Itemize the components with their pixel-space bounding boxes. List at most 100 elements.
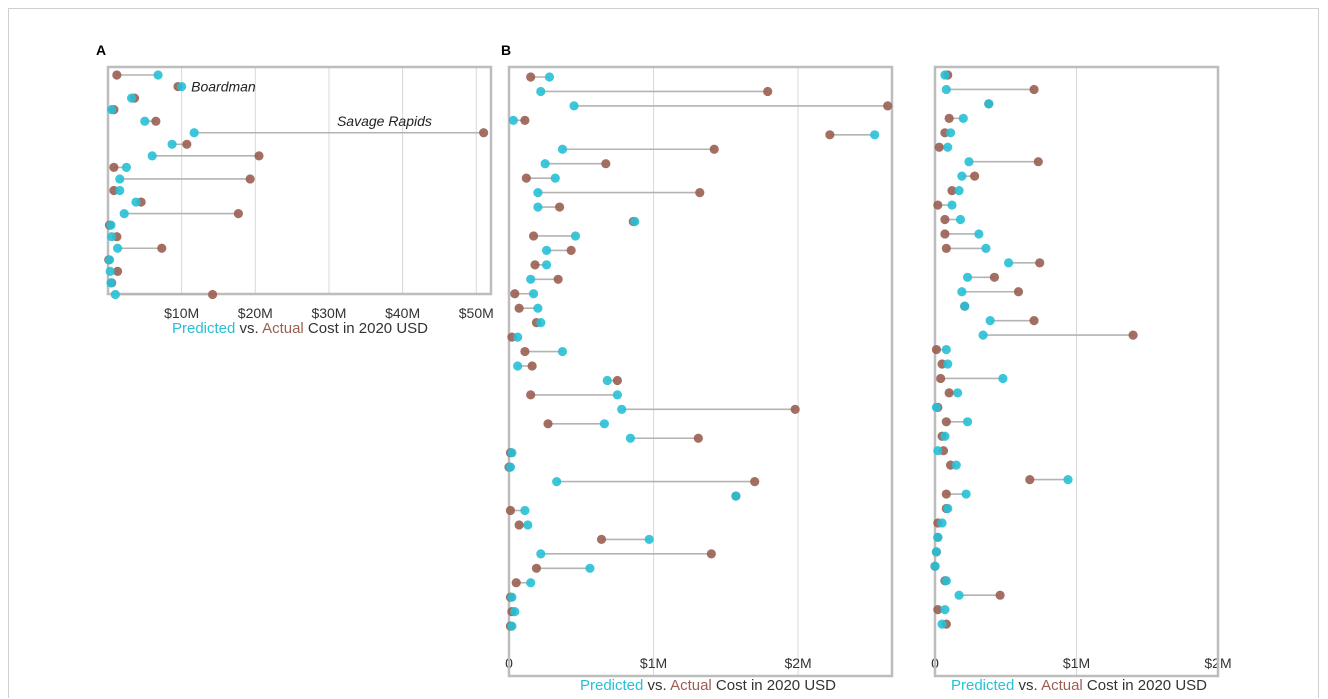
x-tick-label: $50M xyxy=(459,305,494,321)
annotation-label: Savage Rapids xyxy=(337,113,432,129)
actual-point xyxy=(151,116,161,126)
predicted-point xyxy=(984,99,994,109)
actual-point xyxy=(941,243,951,253)
predicted-point xyxy=(107,232,117,242)
actual-point xyxy=(790,404,800,414)
actual-point xyxy=(527,361,537,371)
predicted-point xyxy=(104,255,115,265)
actual-point xyxy=(112,266,123,276)
predicted-point xyxy=(931,547,942,557)
predicted-point xyxy=(105,266,115,276)
predicted-point xyxy=(507,592,517,602)
actual-point xyxy=(543,419,553,429)
actual-point xyxy=(530,260,540,270)
actual-point xyxy=(933,200,943,210)
predicted-point xyxy=(941,84,951,95)
actual-point xyxy=(553,274,563,284)
x-axis-caption: Predicted vs. Actual Cost in 2020 USD xyxy=(172,320,428,337)
actual-point xyxy=(936,373,946,384)
predicted-point xyxy=(533,303,543,313)
predicted-point xyxy=(126,93,137,103)
predicted-point xyxy=(508,115,518,125)
predicted-point xyxy=(978,330,988,340)
caption-rest: Cost in 2020 USD xyxy=(304,320,428,337)
actual-point xyxy=(505,505,516,516)
actual-point xyxy=(944,113,954,123)
caption-rest: Cost in 2020 USD xyxy=(712,677,836,694)
predicted-point xyxy=(131,197,141,207)
predicted-point xyxy=(1063,475,1073,485)
actual-point xyxy=(1029,84,1039,95)
panel-letter: A xyxy=(96,42,106,58)
actual-point xyxy=(245,174,255,184)
predicted-point xyxy=(998,373,1008,384)
figure-frame xyxy=(8,8,1319,698)
predicted-point xyxy=(943,359,953,369)
predicted-point xyxy=(544,72,555,82)
x-tick-label: $2M xyxy=(784,655,811,671)
predicted-point xyxy=(557,346,568,357)
predicted-point xyxy=(937,619,947,629)
predicted-point xyxy=(536,318,546,328)
predicted-point xyxy=(106,278,116,288)
actual-point xyxy=(514,520,524,530)
actual-point xyxy=(1025,475,1035,485)
caption-actual: Actual xyxy=(1041,677,1083,694)
actual-point xyxy=(695,188,705,198)
predicted-point xyxy=(940,70,950,80)
predicted-point xyxy=(106,220,116,230)
actual-point xyxy=(763,86,773,97)
predicted-point xyxy=(115,174,125,184)
actual-point xyxy=(1029,316,1039,326)
predicted-point xyxy=(119,209,129,219)
caption-actual: Actual xyxy=(670,677,712,694)
predicted-point xyxy=(933,446,943,456)
x-tick-label: $40M xyxy=(385,305,420,321)
x-axis-caption: Predicted vs. Actual Cost in 2020 USD xyxy=(951,677,1207,694)
x-axis-caption: Predicted vs. Actual Cost in 2020 USD xyxy=(580,677,836,694)
predicted-point xyxy=(505,462,516,472)
actual-point xyxy=(511,578,521,588)
predicted-point xyxy=(540,159,550,169)
actual-point xyxy=(940,214,950,225)
plot-frame xyxy=(933,65,1220,678)
x-tick-label: $20M xyxy=(238,305,273,321)
predicted-point xyxy=(981,243,991,253)
predicted-point xyxy=(528,289,539,299)
predicted-point xyxy=(985,316,995,326)
actual-point xyxy=(970,171,980,181)
caption-vs: vs. xyxy=(643,677,670,694)
predicted-point xyxy=(962,417,973,427)
actual-point xyxy=(989,272,1000,282)
predicted-point xyxy=(523,520,533,530)
caption-vs: vs. xyxy=(235,320,262,337)
actual-point xyxy=(521,173,531,183)
actual-point xyxy=(883,101,893,111)
actual-point xyxy=(182,139,192,149)
predicted-point xyxy=(507,621,517,631)
predicted-point xyxy=(536,549,546,559)
predicted-point xyxy=(533,188,543,198)
predicted-point xyxy=(570,231,581,241)
actual-point xyxy=(750,477,760,487)
x-tick-label: $1M xyxy=(1063,655,1090,671)
actual-point xyxy=(995,590,1005,600)
predicted-point xyxy=(955,214,966,225)
predicted-point xyxy=(585,563,595,573)
predicted-point xyxy=(107,105,117,115)
predicted-point xyxy=(526,274,536,284)
predicted-point xyxy=(513,332,523,342)
actual-point xyxy=(479,128,489,138)
actual-point xyxy=(566,245,576,255)
predicted-point xyxy=(510,607,520,617)
predicted-point xyxy=(870,130,880,140)
predicted-point xyxy=(945,128,956,138)
predicted-point xyxy=(167,139,177,149)
actual-point xyxy=(947,186,957,196)
x-tick-label: $1M xyxy=(640,655,667,671)
predicted-point xyxy=(599,419,609,429)
predicted-point xyxy=(625,433,636,443)
predicted-point xyxy=(1003,258,1014,268)
